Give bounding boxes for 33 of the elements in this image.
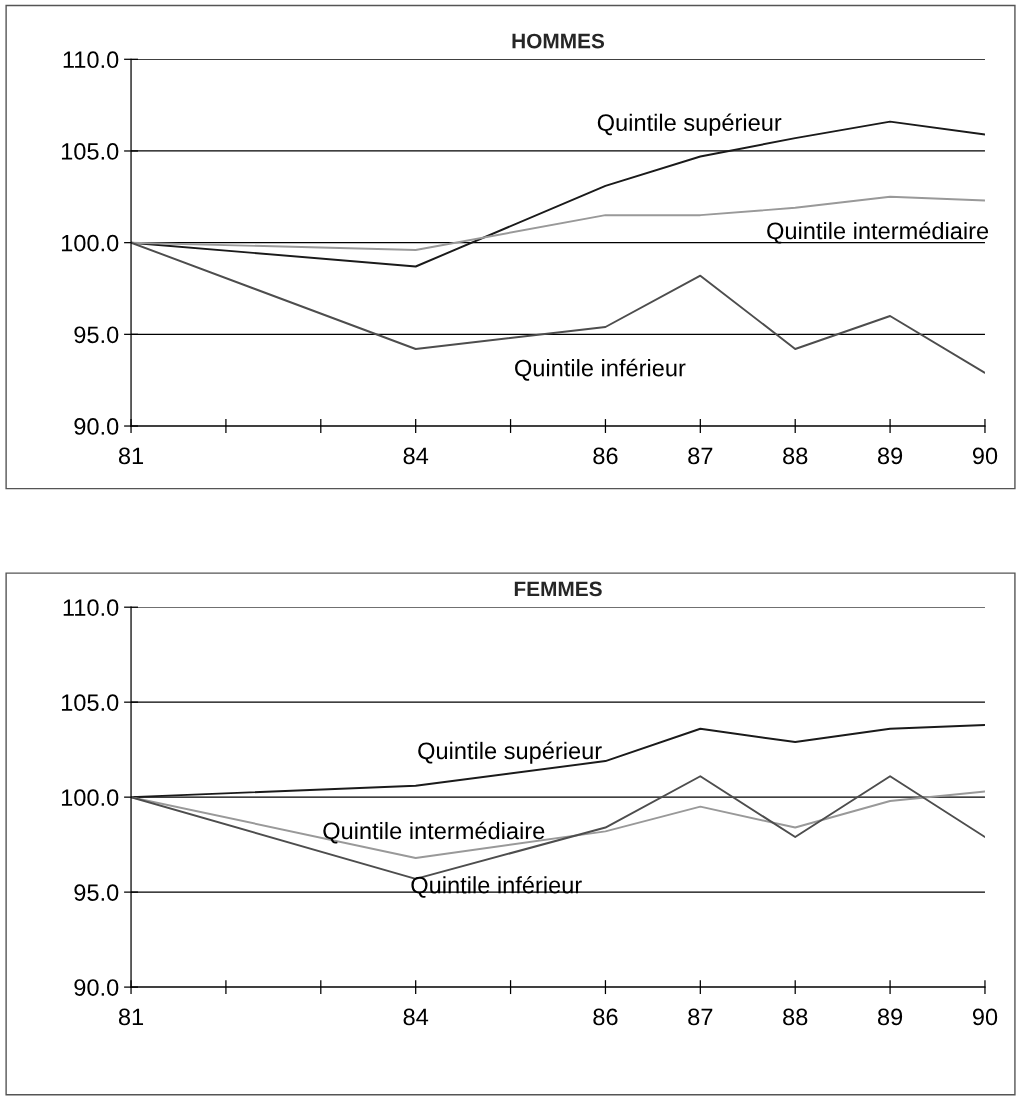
chart-title: FEMMES <box>514 581 602 597</box>
x-tick-label: 90 <box>972 447 998 465</box>
x-tick-label: 88 <box>783 1008 808 1026</box>
series-label: Quintile intermédiaire <box>767 221 989 244</box>
y-tick-label: 95.0 <box>74 884 119 901</box>
x-tick-label: 84 <box>403 1008 429 1026</box>
y-tick-label: 110.0 <box>63 51 119 69</box>
x-tick-label: 88 <box>783 447 808 465</box>
series-label: Quintile supérieur <box>418 741 602 764</box>
y-tick-label: 105.0 <box>61 694 119 711</box>
x-tick-label: 86 <box>593 1008 618 1026</box>
chart-title: HOMMES <box>512 33 605 49</box>
y-tick-label: 90.0 <box>74 979 119 996</box>
y-tick-label: 95.0 <box>74 326 119 344</box>
x-tick-label: 87 <box>688 447 713 465</box>
series-label: Quintile supérieur <box>597 113 782 136</box>
x-tick-label: 81 <box>118 1008 144 1026</box>
x-tick-label: 86 <box>593 447 618 465</box>
y-tick-label: 105.0 <box>61 143 119 160</box>
y-tick-label: 100.0 <box>61 789 119 806</box>
x-tick-label: 81 <box>118 447 144 465</box>
x-tick-label: 90 <box>972 1008 998 1026</box>
x-tick-label: 84 <box>403 447 429 465</box>
series-label: Quintile inférieur <box>515 358 686 381</box>
line-series <box>131 724 985 799</box>
series-label: Quintile intermédiaire <box>323 821 545 844</box>
y-tick-label: 100.0 <box>61 234 119 252</box>
line-series <box>131 790 985 859</box>
x-tick-label: 87 <box>688 1008 713 1026</box>
y-tick-label: 90.0 <box>74 418 119 435</box>
x-tick-label: 89 <box>877 447 903 465</box>
x-tick-label: 89 <box>877 1008 903 1026</box>
y-tick-label: 110.0 <box>63 599 119 616</box>
